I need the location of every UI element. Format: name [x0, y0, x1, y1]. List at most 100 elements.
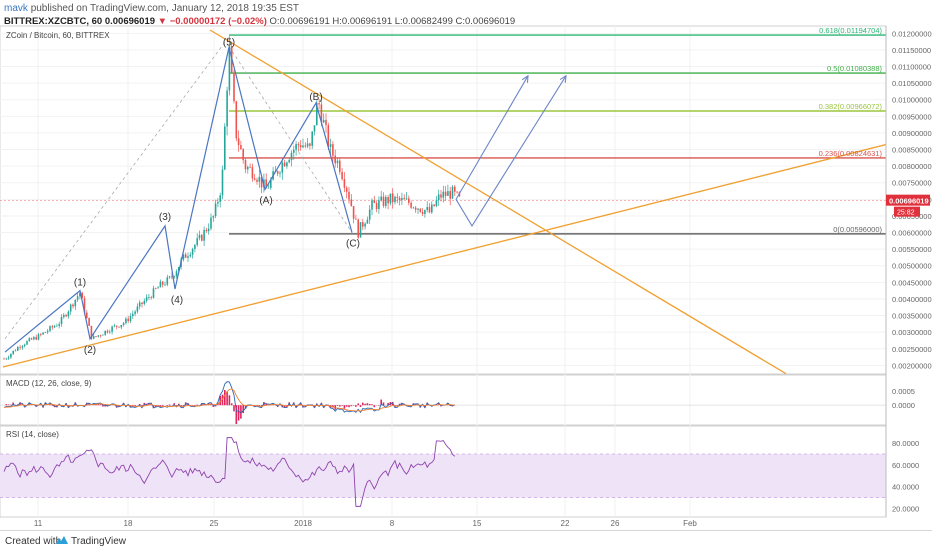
countdown-label: 25:82 — [897, 210, 915, 217]
macd-histogram-bar — [238, 405, 240, 420]
macd-histogram-bar — [357, 403, 359, 405]
candle-body — [206, 230, 208, 231]
candle-body — [75, 300, 77, 307]
candle-body — [139, 302, 141, 306]
candle-body — [277, 171, 279, 174]
x-tick-label: 26 — [611, 519, 620, 528]
candle-body — [127, 319, 129, 321]
rsi-tick-label: 20.0000 — [892, 505, 919, 514]
macd-histogram-bar — [233, 405, 235, 411]
candle-body — [45, 332, 47, 333]
candle-body — [431, 205, 433, 213]
candle-body — [401, 198, 403, 200]
candle-body — [424, 210, 426, 214]
candle-body — [236, 101, 238, 138]
candle-body — [314, 125, 316, 131]
fib-label: 0.5(0.01080388) — [827, 64, 883, 73]
macd-pane-border — [0, 375, 886, 425]
fib-label: 0(0.00596000) — [833, 225, 882, 234]
candle-body — [309, 143, 311, 145]
symbol-quote: BITTREX:XZCBTC, 60 0.00696019 ▼ −0.00000… — [4, 16, 515, 27]
macd-histogram-bar — [362, 403, 364, 406]
candle-body — [98, 335, 100, 336]
forecast-arrows — [456, 76, 566, 226]
last-price: 0.00696019 — [105, 16, 155, 27]
x-tick-label: 18 — [124, 519, 133, 528]
wave-label: (2) — [84, 345, 96, 356]
candle-body — [339, 161, 341, 172]
candle-body — [219, 195, 221, 202]
publish-info: published on TradingView.com, January 12… — [31, 3, 299, 14]
author-link[interactable]: mavk — [4, 3, 28, 14]
candle-body — [385, 197, 387, 206]
candle-body — [100, 335, 102, 336]
candle-body — [114, 326, 116, 327]
macd-tick-label: 0.0000 — [892, 401, 915, 410]
y-tick-label: 0.01000000 — [892, 96, 932, 105]
grid-lines — [0, 26, 886, 517]
tradingview-brand[interactable]: TradingView — [71, 536, 126, 547]
candle-body — [77, 296, 79, 300]
candle-body — [371, 200, 373, 209]
candle-body — [249, 167, 251, 168]
y-tick-label: 0.00200000 — [892, 361, 932, 370]
wave-label: (C) — [346, 239, 360, 250]
rsi-tick-label: 60.0000 — [892, 461, 919, 470]
candle-body — [19, 347, 21, 348]
candle-body — [176, 271, 178, 276]
candle-body — [447, 191, 449, 196]
forecast-arrowhead — [560, 76, 566, 83]
y-tick-label: 0.01100000 — [892, 63, 931, 72]
candle-body — [408, 198, 410, 202]
macd-histogram-bar — [344, 405, 346, 409]
candle-body — [31, 338, 33, 339]
candle-body — [35, 337, 37, 340]
x-tick-label: 8 — [390, 519, 395, 528]
y-tick-label: 0.00850000 — [892, 146, 932, 155]
candle-body — [305, 146, 307, 147]
candle-body — [160, 282, 162, 288]
candle-body — [413, 208, 415, 209]
candle-body — [201, 235, 203, 241]
candle-body — [291, 153, 293, 160]
rsi-band-fill — [0, 454, 886, 498]
fib-label: 0.618(0.01194704) — [819, 26, 882, 35]
rsi-band — [0, 454, 886, 498]
candle-body — [252, 167, 254, 178]
macd-histogram-bar — [169, 405, 171, 406]
y-tick-label: 0.00300000 — [892, 328, 932, 337]
candle-body — [116, 326, 118, 327]
x-tick-label: 2018 — [294, 519, 312, 528]
candle-body — [426, 207, 428, 210]
candle-body — [443, 192, 445, 198]
candle-body — [284, 163, 286, 167]
candle-body — [210, 217, 212, 228]
wave-label: (4) — [171, 295, 183, 306]
candle-body — [238, 138, 240, 145]
candle-body — [132, 314, 134, 316]
candle-body — [144, 301, 146, 304]
candle-body — [155, 288, 157, 289]
candle-body — [417, 209, 419, 210]
y-tick-label: 0.00400000 — [892, 295, 932, 304]
x-tick-label: 25 — [210, 519, 219, 528]
wave-label: (A) — [259, 195, 272, 206]
elliott-wave-labels: (1)(2)(3)(4)(5)(A)(B)(C) — [74, 37, 360, 356]
forecast-path — [456, 76, 528, 200]
x-tick-label: Feb — [683, 519, 697, 528]
candle-body — [104, 331, 106, 335]
candle-body — [141, 302, 143, 304]
candle-body — [72, 305, 74, 307]
x-tick-label: 15 — [473, 519, 482, 528]
main-pane-title: ZCoin / Bitcoin, 60, BITTREX — [6, 31, 110, 40]
macd-histogram-bar — [337, 405, 339, 406]
candle-body — [399, 198, 401, 200]
candle-body — [121, 325, 123, 327]
candle-body — [29, 338, 31, 341]
candle-body — [348, 192, 350, 200]
macd-histogram-bar — [229, 395, 231, 405]
candle-body — [245, 160, 247, 169]
candle-body — [187, 256, 189, 258]
